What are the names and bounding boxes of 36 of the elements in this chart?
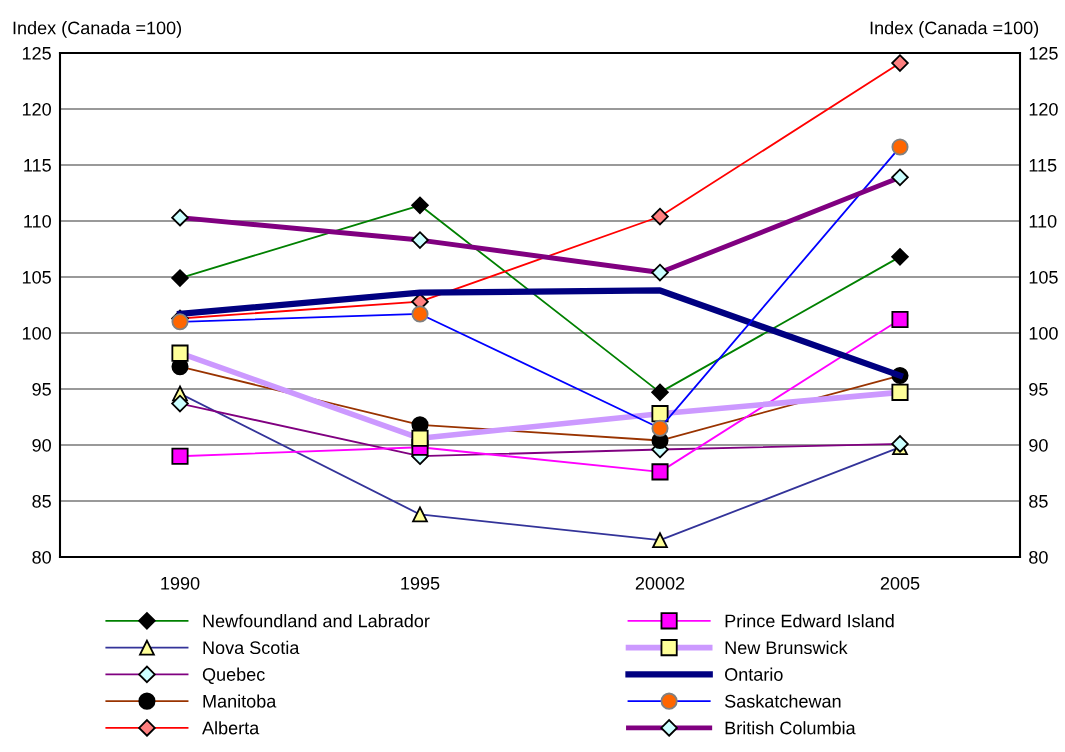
y2-tick-label: 90: [1029, 438, 1048, 452]
legend-label: Newfoundland and Labrador: [203, 614, 430, 628]
y2-tick-label: 100: [1029, 326, 1058, 340]
legend-label: Saskatchewan: [725, 694, 841, 708]
y-tick-label: 120: [22, 102, 51, 116]
y2-tick-label: 80: [1029, 550, 1048, 564]
y2-tick-label: 85: [1029, 494, 1048, 508]
y-axis-title: Index (Canada =100): [13, 21, 182, 38]
y-tick-label: 100: [22, 326, 51, 340]
y2-tick-label: 105: [1029, 270, 1058, 284]
y2-axis-title: Index (Canada =100): [870, 21, 1039, 38]
x-tick-label: 20002: [635, 576, 685, 590]
legend-label: Prince Edward Island: [725, 614, 894, 628]
y2-tick-label: 95: [1029, 382, 1048, 396]
y-tick-label: 105: [22, 270, 51, 284]
x-tick-label: 1990: [161, 576, 200, 590]
y-tick-label: 110: [24, 214, 51, 228]
y2-tick-label: 125: [1029, 46, 1058, 60]
legend-label: Ontario: [725, 667, 783, 681]
y2-tick-label: 110: [1029, 214, 1057, 228]
y-tick-label: 125: [22, 46, 51, 60]
x-tick-label: 2005: [880, 576, 920, 590]
legend-label: British Columbia: [725, 721, 856, 735]
y-tick-label: 115: [24, 159, 51, 172]
legend-label: Nova Scotia: [203, 640, 300, 655]
y-tick-label: 90: [32, 438, 51, 452]
legend-label: New Brunswick: [725, 640, 848, 655]
y-tick-label: 95: [32, 382, 51, 396]
y2-tick-label: 120: [1029, 102, 1058, 116]
y-tick-label: 85: [32, 494, 51, 508]
legend-label: Manitoba: [203, 694, 277, 708]
legend-label: Alberta: [202, 721, 260, 735]
x-tick-label: 1995: [401, 576, 440, 590]
y2-tick-label: 115: [1029, 159, 1057, 172]
y-tick-label: 80: [32, 550, 51, 564]
legend-label: Quebec: [202, 667, 265, 685]
